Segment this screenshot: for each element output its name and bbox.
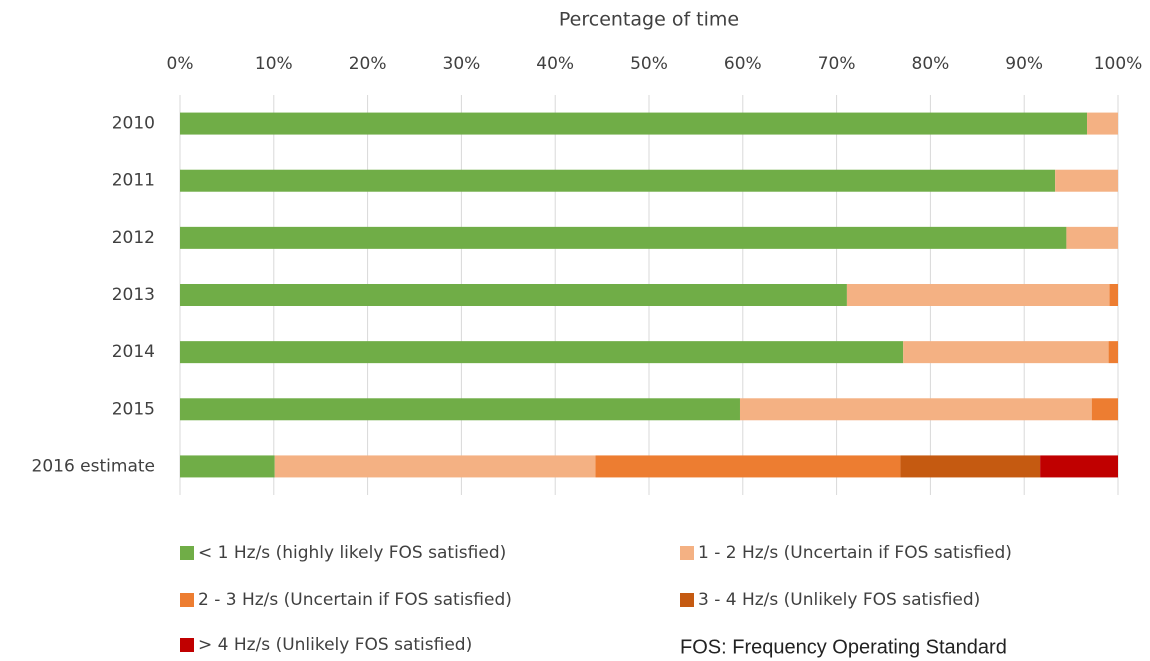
x-tick-label: 90% xyxy=(1005,54,1043,74)
bar-segment xyxy=(180,226,1067,249)
bar-segment xyxy=(180,169,1056,192)
bar-segment xyxy=(180,398,740,421)
y-tick-label: 2016 estimate xyxy=(32,456,155,476)
y-tick-label: 2012 xyxy=(112,228,155,248)
x-tick-label: 10% xyxy=(255,54,293,74)
y-tick-label: 2011 xyxy=(112,171,155,191)
bar-segment xyxy=(739,398,1092,421)
x-tick-label: 60% xyxy=(724,54,762,74)
x-tick-label: 20% xyxy=(349,54,387,74)
chart-title: Percentage of time xyxy=(559,9,739,31)
bar-segment xyxy=(1109,284,1118,306)
x-tick-label: 0% xyxy=(167,54,194,74)
bar-segment xyxy=(274,455,596,478)
bar-segment xyxy=(1055,169,1118,192)
legend-label: 1 - 2 Hz/s (Uncertain if FOS satisfied) xyxy=(698,543,1012,563)
bar-segment xyxy=(180,341,904,364)
legend-swatch xyxy=(680,546,694,560)
annotation: FOS: Frequency Operating Standard xyxy=(680,636,1007,658)
bar-segment xyxy=(900,455,1041,478)
bar-segment xyxy=(1091,398,1118,421)
x-tick-label: 40% xyxy=(536,54,574,74)
x-tick-label: 30% xyxy=(443,54,481,74)
legend-label: 3 - 4 Hz/s (Unlikely FOS satisfied) xyxy=(698,590,980,610)
bar-segment xyxy=(1087,112,1118,135)
bar-segment xyxy=(180,112,1088,135)
legend-label: > 4 Hz/s (Unlikely FOS satisfied) xyxy=(198,635,472,655)
bar-segment xyxy=(1040,455,1118,478)
x-tick-label: 50% xyxy=(630,54,668,74)
y-tick-label: 2013 xyxy=(112,285,155,305)
bar-segment xyxy=(1108,341,1118,364)
bar-segment xyxy=(180,284,847,306)
x-tick-label: 70% xyxy=(818,54,856,74)
x-tick-label: 80% xyxy=(912,54,950,74)
bar-segment xyxy=(903,341,1109,364)
bar-segment xyxy=(846,284,1110,306)
x-tick-label: 100% xyxy=(1094,54,1143,74)
bar-segment xyxy=(595,455,901,478)
y-tick-label: 2010 xyxy=(112,114,155,134)
bar-segment xyxy=(180,455,275,478)
bar-segment xyxy=(1066,226,1118,249)
y-tick-label: 2015 xyxy=(112,399,155,419)
legend-swatch xyxy=(680,593,694,607)
y-tick-label: 2014 xyxy=(112,342,155,362)
legend-swatch xyxy=(180,638,194,652)
legend-swatch xyxy=(180,546,194,560)
legend-swatch xyxy=(180,593,194,607)
legend-label: 2 - 3 Hz/s (Uncertain if FOS satisfied) xyxy=(198,590,512,610)
legend-label: < 1 Hz/s (highly likely FOS satisfied) xyxy=(198,543,506,563)
